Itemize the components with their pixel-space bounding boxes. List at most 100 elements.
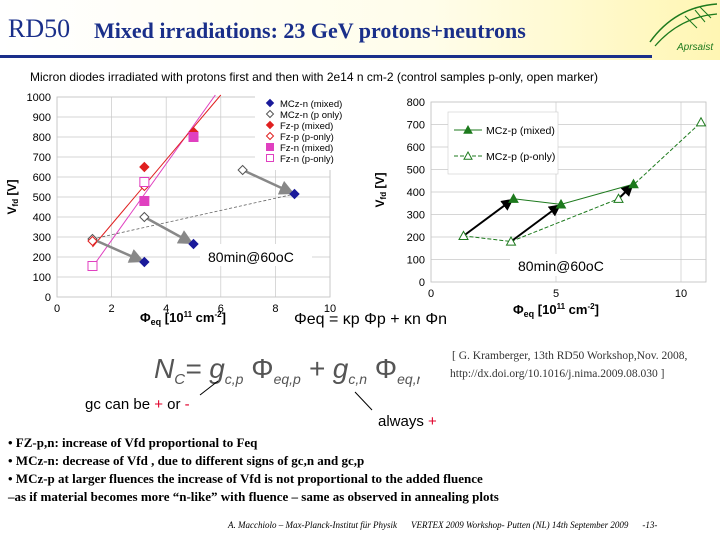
left-data-point xyxy=(289,188,300,200)
right-series-line xyxy=(463,121,702,243)
left-y-tick-label: 200 xyxy=(33,252,51,264)
right-data-point xyxy=(613,193,624,203)
right-data-point xyxy=(508,193,519,203)
reference-line-1: [ G. Kramberger, 13th RD50 Workshop,Nov.… xyxy=(452,350,688,362)
right-annotation: 80min@60oC xyxy=(518,258,604,274)
left-legend-label: MCz-n (p only) xyxy=(280,110,342,121)
left-legend-marker xyxy=(265,131,275,141)
right-y-tick-label: 500 xyxy=(407,165,425,177)
left-y-tick-label: 400 xyxy=(33,212,51,224)
right-legend-marker xyxy=(463,150,473,160)
right-y-tick-label: 800 xyxy=(407,97,425,109)
left-legend-label: MCz-n (mixed) xyxy=(280,99,342,110)
svg-text:Aprsaist: Aprsaist xyxy=(676,42,714,53)
title-rd50: RD50 xyxy=(8,14,71,43)
bullet-4: –as if material becomes more “n-like” wi… xyxy=(8,489,499,504)
left-legend-label: Fz-p (p-only) xyxy=(280,132,334,143)
right-y-tick-label: 300 xyxy=(407,210,425,222)
nc-term2-sub: c,n xyxy=(348,371,367,387)
nc-lhs-sub: C xyxy=(174,371,185,388)
left-lines xyxy=(92,94,295,268)
left-legend: MCz-n (mixed)MCz-n (p only)Fz-p (mixed)F… xyxy=(255,96,360,170)
left-data-point xyxy=(87,261,98,271)
left-annotation-box xyxy=(200,244,312,266)
right-legend-label: MCz-p (p-only) xyxy=(486,151,555,163)
left-annotation: 80min@60oC xyxy=(208,249,294,265)
right-y-tick-label: 100 xyxy=(407,255,425,267)
right-data-point xyxy=(695,116,707,127)
nc-lhs: N xyxy=(154,353,175,384)
footer-event: VERTEX 2009 Workshop- Putten (NL) 14th S… xyxy=(410,520,629,530)
bullet-2: • MCz-n: decrease of Vfd , due to differ… xyxy=(8,453,365,468)
gc-or: or xyxy=(167,396,181,413)
right-y-tick-label: 700 xyxy=(407,120,425,132)
always-plus: + xyxy=(428,413,437,430)
right-y-tick-label: 200 xyxy=(407,232,425,244)
left-y-tick-label: 1000 xyxy=(27,92,51,104)
nc-phi1: Φ xyxy=(251,353,273,384)
right-data-point xyxy=(458,230,469,240)
left-legend-label: Fz-p (mixed) xyxy=(280,121,333,132)
right-points xyxy=(458,116,707,246)
left-y-tick-label: 900 xyxy=(33,112,51,124)
gc-minus: - xyxy=(184,396,190,413)
left-legend-marker xyxy=(265,109,275,119)
phi-eq-formula: Φeq = κp Φp + κn Φn xyxy=(294,311,447,328)
chart-right: 0 100 200 300 400 500 600 700 800 0 5 10 MCz-p (mix… xyxy=(373,97,707,319)
left-data-point xyxy=(188,238,199,250)
bullet-1: • FZ-p,n: increase of Vfd proportional t… xyxy=(8,435,258,450)
left-data-point xyxy=(139,211,150,223)
gc-sign-note: gc can be + or - xyxy=(85,396,190,413)
left-points xyxy=(87,126,300,271)
left-legend-label: Fz-n (p-only) xyxy=(280,154,334,165)
svg-text:NC= gc,p Φeq,p + gc,n Φeq,n: NC= gc,p Φeq,p + gc,n Φeq,n xyxy=(154,353,420,388)
nc-phi2-sub: eq,n xyxy=(397,371,420,387)
right-legend-box xyxy=(447,111,559,175)
left-y-tick-label: 0 xyxy=(45,292,51,304)
nc-term1-sub: c,p xyxy=(225,371,244,387)
left-x-tick-label: 0 xyxy=(54,303,60,315)
left-x-tick-label: 2 xyxy=(109,303,115,315)
footer: A. Macchiolo – Max-Planck-Institut für P… xyxy=(228,520,671,530)
left-y-tick-label: 600 xyxy=(33,172,51,184)
reference-doi-link[interactable]: http://dx.doi.org/10.1016/j.nima.2009.08… xyxy=(450,368,665,380)
right-data-point xyxy=(505,235,517,246)
right-x-tick-label: 10 xyxy=(675,288,687,300)
right-legend-marker xyxy=(463,124,473,134)
left-legend-marker xyxy=(266,143,274,151)
left-data-point xyxy=(87,235,98,247)
nc-plus: + g xyxy=(309,353,349,384)
phi-eq-text: Φeq = κp Φp + κn Φn xyxy=(294,311,447,328)
subtitle: Micron diodes irradiated with protons fi… xyxy=(30,70,599,84)
right-y-tick-label: 400 xyxy=(407,187,425,199)
bullet-list: • FZ-p,n: increase of Vfd proportional t… xyxy=(8,434,720,506)
left-y-tick-label: 300 xyxy=(33,232,51,244)
right-legend-label: MCz-p (mixed) xyxy=(486,125,555,137)
left-trend-line xyxy=(92,193,295,240)
left-trend-line xyxy=(92,94,222,248)
gc-text: gc can be xyxy=(85,396,151,413)
left-y-tick-label: 500 xyxy=(33,192,51,204)
left-x-tick-label: 8 xyxy=(272,303,278,315)
left-y-tick-label: 100 xyxy=(33,272,51,284)
always-note: always + xyxy=(378,413,437,430)
title-banner xyxy=(0,0,720,60)
left-shift-arrow xyxy=(143,215,195,246)
right-shift-arrow xyxy=(510,203,562,243)
right-y-tick-label: 0 xyxy=(419,277,425,289)
right-data-point xyxy=(555,198,567,209)
left-data-point xyxy=(237,164,248,176)
left-shift-arrow xyxy=(242,168,296,196)
right-x-axis-label: Φeq [1011 cm-2] xyxy=(513,302,599,319)
left-y-tick-label: 800 xyxy=(33,132,51,144)
right-legend: MCz-p (mixed) MCz-p (p-only) xyxy=(447,111,559,175)
bullet-3: • MCz-p at larger fluences the increase … xyxy=(8,471,483,486)
left-x-tick-label: 4 xyxy=(163,303,169,315)
left-data-point xyxy=(139,161,150,173)
left-legend-label: Fz-n (mixed) xyxy=(280,143,333,154)
right-ticks: 0 100 200 300 400 500 600 700 800 0 5 10 xyxy=(407,97,687,300)
rd50-logo: Aprsaist xyxy=(649,3,718,53)
left-legend-marker xyxy=(265,120,275,130)
